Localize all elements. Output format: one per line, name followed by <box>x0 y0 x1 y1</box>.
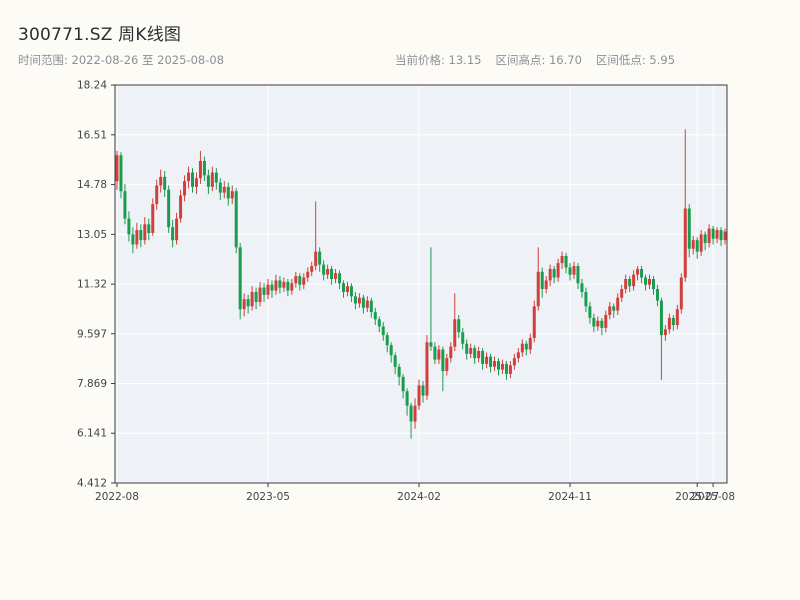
x-axis-labels: 2022-08 2023-05 2024-02 2024-11 2025-072025-… <box>95 491 735 503</box>
svg-text:16.51: 16.51 <box>77 129 107 141</box>
svg-text:2022-08: 2022-08 <box>95 491 139 503</box>
svg-text:2025-08: 2025-08 <box>691 491 735 503</box>
stats-row: 当前价格: 13.15 区间高点: 16.70 区间低点: 5.95 <box>395 52 675 68</box>
y-axis-labels: 4.412 6.141 7.869 9.597 11.32 13.05 14.78 16.51… <box>77 80 107 490</box>
range-low-label: 区间低点: 5.95 <box>595 53 676 67</box>
current-price-label: 当前价格: 13.15 <box>395 53 482 67</box>
svg-text:18.24: 18.24 <box>77 80 107 92</box>
candles-group <box>115 129 727 439</box>
range-high-label: 区间高点: 16.70 <box>495 53 582 67</box>
svg-text:14.78: 14.78 <box>77 179 107 191</box>
svg-text:11.32: 11.32 <box>77 279 107 291</box>
date-range-label: 时间范围: 2022-08-26 至 2025-08-08 <box>18 53 225 67</box>
svg-text:9.597: 9.597 <box>77 328 107 340</box>
svg-text:7.869: 7.869 <box>77 378 107 390</box>
svg-text:13.05: 13.05 <box>77 229 107 241</box>
svg-text:2023-05: 2023-05 <box>246 491 290 503</box>
svg-text:2024-02: 2024-02 <box>397 491 441 503</box>
svg-text:2025-07: 2025-07 <box>675 491 719 503</box>
svg-text:6.141: 6.141 <box>77 428 107 440</box>
svg-text:2024-11: 2024-11 <box>548 491 592 503</box>
grid-lines <box>115 85 727 483</box>
axis-tick-marks <box>111 84 714 487</box>
chart-title: 300771.SZ 周K线图 <box>18 25 182 45</box>
svg-text:4.412: 4.412 <box>77 478 107 490</box>
